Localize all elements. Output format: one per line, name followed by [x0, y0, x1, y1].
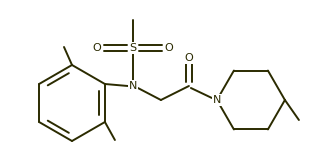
- Text: O: O: [93, 43, 101, 53]
- Text: S: S: [129, 43, 136, 53]
- Text: N: N: [213, 95, 221, 105]
- Text: O: O: [164, 43, 173, 53]
- Text: N: N: [129, 81, 137, 91]
- Text: O: O: [184, 53, 193, 63]
